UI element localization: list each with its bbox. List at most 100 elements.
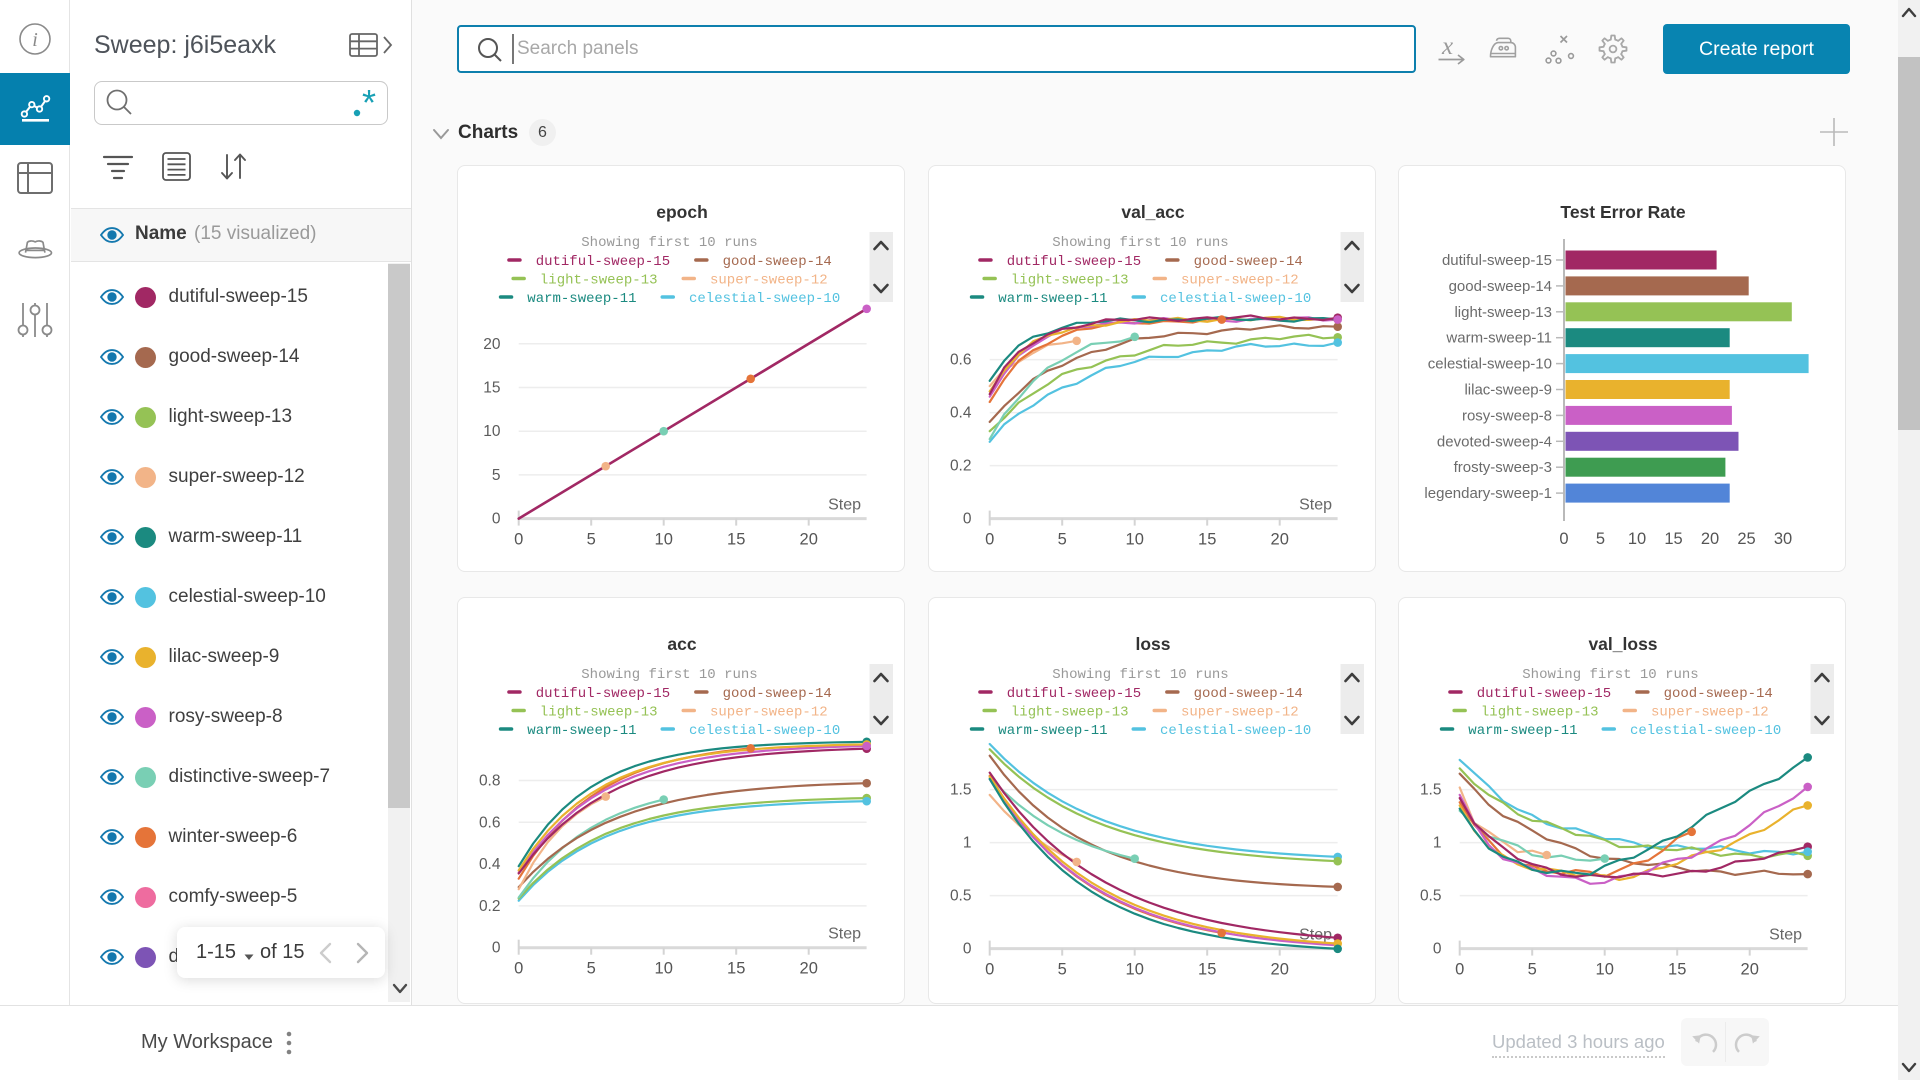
svg-text:10: 10 xyxy=(1596,961,1614,979)
svg-text:rosy-sweep-8: rosy-sweep-8 xyxy=(1462,407,1552,424)
svg-text:warm-sweep-11: warm-sweep-11 xyxy=(1468,723,1577,739)
svg-text:good-sweep-14: good-sweep-14 xyxy=(1193,686,1302,702)
svg-text:super-sweep-12: super-sweep-12 xyxy=(1181,705,1299,721)
svg-text:0.4: 0.4 xyxy=(949,405,971,422)
svg-text:0: 0 xyxy=(1559,530,1568,548)
svg-text:lilac-sweep-9: lilac-sweep-9 xyxy=(1464,382,1552,399)
svg-text:5: 5 xyxy=(587,531,596,549)
svg-text:super-sweep-12: super-sweep-12 xyxy=(1651,705,1769,721)
svg-text:0.6: 0.6 xyxy=(949,352,971,369)
svg-text:celestial-sweep-10: celestial-sweep-10 xyxy=(1428,356,1552,373)
svg-text:20: 20 xyxy=(800,531,818,549)
svg-text:0.2: 0.2 xyxy=(479,898,501,915)
svg-text:Showing first 10 runs: Showing first 10 runs xyxy=(1052,667,1228,683)
svg-text:0.8: 0.8 xyxy=(479,773,501,790)
svg-text:light-sweep-13: light-sweep-13 xyxy=(1010,273,1128,289)
svg-text:x: x xyxy=(1441,33,1453,60)
svg-text:0.5: 0.5 xyxy=(949,888,971,905)
svg-text:20: 20 xyxy=(1270,531,1288,549)
svg-text:5: 5 xyxy=(1057,531,1066,549)
svg-text:10: 10 xyxy=(483,423,501,440)
svg-text:Step: Step xyxy=(828,926,861,943)
svg-text:Test Error Rate: Test Error Rate xyxy=(1560,202,1685,222)
svg-text:i: i xyxy=(32,29,38,51)
svg-text:0: 0 xyxy=(962,941,971,958)
svg-text:5: 5 xyxy=(587,960,596,978)
svg-text:acc: acc xyxy=(667,634,696,654)
svg-text:20: 20 xyxy=(1741,961,1759,979)
svg-text:dutiful-sweep-15: dutiful-sweep-15 xyxy=(536,254,670,270)
svg-text:20: 20 xyxy=(800,960,818,978)
svg-text:light-sweep-13: light-sweep-13 xyxy=(1454,304,1552,321)
svg-text:celestial-sweep-10: celestial-sweep-10 xyxy=(1160,291,1311,307)
svg-text:good-sweep-14: good-sweep-14 xyxy=(1193,254,1302,270)
svg-text:light-sweep-13: light-sweep-13 xyxy=(1481,705,1599,721)
svg-text:10: 10 xyxy=(1628,530,1646,548)
svg-text:super-sweep-12: super-sweep-12 xyxy=(710,273,828,289)
svg-text:celestial-sweep-10: celestial-sweep-10 xyxy=(1630,723,1781,739)
svg-text:30: 30 xyxy=(1774,530,1792,548)
svg-text:10: 10 xyxy=(1125,531,1143,549)
svg-text:0: 0 xyxy=(985,531,994,549)
svg-text:0: 0 xyxy=(514,531,523,549)
svg-text:1: 1 xyxy=(962,835,971,852)
svg-text:5: 5 xyxy=(492,467,501,484)
svg-text:15: 15 xyxy=(727,531,745,549)
svg-text:15: 15 xyxy=(727,960,745,978)
svg-text:light-sweep-13: light-sweep-13 xyxy=(1010,705,1128,721)
svg-text:1.5: 1.5 xyxy=(949,782,971,799)
svg-text:Showing first 10 runs: Showing first 10 runs xyxy=(1052,235,1228,251)
svg-text:dutiful-sweep-15: dutiful-sweep-15 xyxy=(1006,254,1140,270)
svg-text:Step: Step xyxy=(828,497,861,514)
svg-text:warm-sweep-11: warm-sweep-11 xyxy=(998,723,1107,739)
svg-text:Step: Step xyxy=(1299,497,1332,514)
svg-text:15: 15 xyxy=(483,380,500,397)
svg-text:light-sweep-13: light-sweep-13 xyxy=(540,705,658,721)
svg-text:loss: loss xyxy=(1135,634,1170,654)
svg-text:20: 20 xyxy=(1701,530,1719,548)
svg-text:0.5: 0.5 xyxy=(1420,888,1442,905)
svg-text:Showing first 10 runs: Showing first 10 runs xyxy=(1522,667,1698,683)
svg-text:celestial-sweep-10: celestial-sweep-10 xyxy=(689,291,840,307)
svg-text:1.5: 1.5 xyxy=(1420,782,1442,799)
svg-text:val_loss: val_loss xyxy=(1588,634,1657,654)
svg-text:10: 10 xyxy=(1125,961,1143,979)
svg-text:20: 20 xyxy=(1270,961,1288,979)
svg-text:0: 0 xyxy=(985,961,994,979)
svg-text:10: 10 xyxy=(655,960,673,978)
svg-text:good-sweep-14: good-sweep-14 xyxy=(723,254,832,270)
svg-text:dutiful-sweep-15: dutiful-sweep-15 xyxy=(1442,252,1552,269)
svg-text:1: 1 xyxy=(1433,835,1442,852)
svg-text:warm-sweep-11: warm-sweep-11 xyxy=(998,291,1107,307)
svg-text:frosty-sweep-3: frosty-sweep-3 xyxy=(1454,459,1552,476)
svg-text:legendary-sweep-1: legendary-sweep-1 xyxy=(1424,485,1552,502)
svg-text:dutiful-sweep-15: dutiful-sweep-15 xyxy=(536,686,670,702)
svg-text:Showing first 10 runs: Showing first 10 runs xyxy=(581,667,757,683)
svg-text:super-sweep-12: super-sweep-12 xyxy=(1181,273,1299,289)
svg-text:Showing first 10 runs: Showing first 10 runs xyxy=(581,235,757,251)
svg-text:0: 0 xyxy=(492,511,501,528)
svg-text:25: 25 xyxy=(1737,530,1755,548)
svg-text:epoch: epoch xyxy=(656,202,708,222)
svg-text:good-sweep-14: good-sweep-14 xyxy=(1449,278,1552,295)
svg-text:Step: Step xyxy=(1769,927,1802,944)
svg-text:10: 10 xyxy=(655,531,673,549)
svg-text:dutiful-sweep-15: dutiful-sweep-15 xyxy=(1006,686,1140,702)
svg-text:15: 15 xyxy=(1668,961,1686,979)
svg-text:warm-sweep-11: warm-sweep-11 xyxy=(527,291,636,307)
svg-text:*: * xyxy=(362,88,376,120)
svg-text:0.6: 0.6 xyxy=(479,814,501,831)
svg-text:20: 20 xyxy=(483,336,501,353)
svg-text:5: 5 xyxy=(1057,961,1066,979)
svg-text:15: 15 xyxy=(1198,531,1216,549)
svg-text:0: 0 xyxy=(514,960,523,978)
svg-text:0: 0 xyxy=(492,940,501,957)
svg-text:5: 5 xyxy=(1528,961,1537,979)
svg-text:super-sweep-12: super-sweep-12 xyxy=(710,705,828,721)
svg-text:0: 0 xyxy=(962,511,971,528)
svg-text:15: 15 xyxy=(1664,530,1682,548)
svg-text:dutiful-sweep-15: dutiful-sweep-15 xyxy=(1477,686,1611,702)
svg-text:good-sweep-14: good-sweep-14 xyxy=(723,686,832,702)
svg-text:good-sweep-14: good-sweep-14 xyxy=(1664,686,1773,702)
svg-text:warm-sweep-11: warm-sweep-11 xyxy=(1445,330,1552,347)
